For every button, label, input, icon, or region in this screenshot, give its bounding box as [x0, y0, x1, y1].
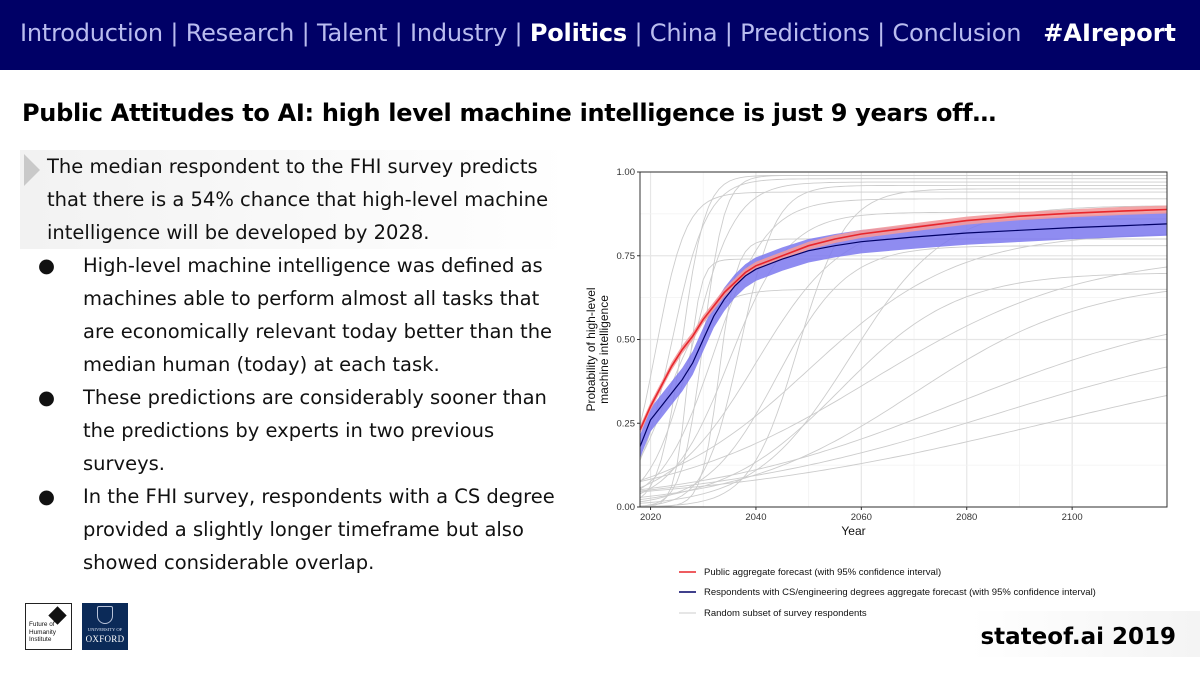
bullet-text: High-level machine intelligence was defi… — [83, 254, 553, 376]
public-forecast-line — [639, 208, 1168, 431]
respondent-curve — [639, 366, 1168, 492]
nav-talent[interactable]: Talent — [316, 19, 388, 47]
y-tick-label: 0.25 — [617, 418, 636, 429]
section-nav: Introduction | Research | Talent | Indus… — [20, 19, 1021, 47]
oxford-crest-icon — [97, 606, 113, 624]
respondent-curve — [639, 178, 1167, 461]
list-item: ● In the FHI survey, respondents with a C… — [20, 480, 570, 579]
y-tick-label: 0.00 — [617, 502, 636, 513]
nav-china[interactable]: China — [649, 19, 718, 47]
oxford-logo: UNIVERSITY OF OXFORD — [82, 603, 128, 650]
x-tick-label: 2080 — [956, 512, 977, 523]
lead-paragraph: The median respondent to the FHI survey … — [20, 150, 570, 249]
respondent-curve — [639, 258, 1167, 508]
respondent-curve — [639, 266, 1168, 483]
bullet-text: In the FHI survey, respondents with a CS… — [83, 485, 555, 574]
y-tick-label: 0.75 — [617, 251, 636, 262]
respondent-curve — [639, 290, 1168, 498]
bullet-text: These predictions are considerably soone… — [83, 386, 547, 475]
respondent-curve — [639, 205, 1168, 504]
nav-introduction[interactable]: Introduction — [20, 19, 163, 47]
bullet-list: ● High-level machine intelligence was def… — [20, 249, 570, 579]
chart-svg: 2020 2040 2060 2080 2100 0.00 0.25 0.50 0.75 1.00… — [584, 167, 1168, 619]
nav-separator: | — [514, 19, 523, 47]
y-tick-label: 1.00 — [617, 167, 636, 178]
list-item: ● These predictions are considerably soon… — [20, 381, 570, 480]
nav-research[interactable]: Research — [185, 19, 295, 47]
x-tick-label: 2100 — [1062, 512, 1083, 523]
nav-separator: | — [170, 19, 179, 47]
nav-separator: | — [724, 19, 733, 47]
cs-forecast-line — [639, 223, 1168, 447]
list-item: ● High-level machine intelligence was def… — [20, 249, 570, 381]
x-axis-title: Year — [841, 524, 865, 538]
nav-separator: | — [301, 19, 310, 47]
respondent-curve — [639, 181, 1167, 483]
respondent-curve — [639, 272, 1168, 501]
nav-industry[interactable]: Industry — [409, 19, 508, 47]
respondent-curve — [639, 395, 1168, 493]
footer-badge — [970, 611, 1200, 657]
lead-arrow-icon — [24, 154, 40, 186]
bullet-icon: ● — [38, 254, 56, 277]
x-tick-label: 2020 — [640, 512, 661, 523]
nav-separator: | — [877, 19, 885, 47]
respondent-curve — [639, 174, 1167, 507]
oxford-logo-text: OXFORD — [85, 634, 125, 644]
bullet-icon: ● — [38, 485, 56, 508]
fhi-logo-text: Future of Humanity Institute — [29, 621, 56, 644]
forecast-chart: 2020 2040 2060 2080 2100 0.00 0.25 0.50 0.75 1.00… — [578, 150, 1200, 630]
legend-label: Respondents with CS/engineering degrees … — [704, 587, 1096, 598]
nav-predictions[interactable]: Predictions — [740, 19, 870, 47]
respondent-curve — [639, 333, 1168, 491]
oxford-logo-small-text: UNIVERSITY OF — [87, 627, 123, 632]
y-axis-title-line: Probability of high-level — [584, 287, 598, 411]
legend-label: Public aggregate forecast (with 95% conf… — [704, 567, 941, 578]
nav-politics[interactable]: Politics — [529, 19, 628, 47]
nav-separator: | — [394, 19, 403, 47]
respondent-curve — [639, 238, 1167, 508]
footer-text: stateof.ai 2019 — [980, 624, 1176, 650]
respondent-curve — [639, 188, 1167, 508]
cs-confidence-band — [640, 212, 1167, 459]
hashtag: #AIreport — [1043, 19, 1176, 47]
respondent-curve — [639, 184, 1167, 507]
slide-title: Public Attitudes to AI: high level machi… — [22, 99, 997, 127]
y-tick-label: 0.50 — [617, 335, 636, 346]
y-axis-title-line: machine intelligence — [597, 295, 611, 404]
lead-text: The median respondent to the FHI survey … — [47, 155, 549, 244]
x-tick-label: 2040 — [745, 512, 766, 523]
respondent-curve — [639, 234, 1168, 482]
text-block: The median respondent to the FHI survey … — [20, 150, 570, 579]
legend-label: Random subset of survey respondents — [704, 608, 867, 619]
top-nav-bar: Introduction | Research | Talent | Indus… — [0, 0, 1200, 70]
x-tick-label: 2060 — [851, 512, 872, 523]
respondent-curve — [639, 191, 1167, 426]
nav-conclusion[interactable]: Conclusion — [892, 19, 1022, 47]
bullet-icon: ● — [38, 386, 56, 409]
fhi-logo: Future of Humanity Institute — [25, 603, 72, 650]
nav-separator: | — [634, 19, 643, 47]
